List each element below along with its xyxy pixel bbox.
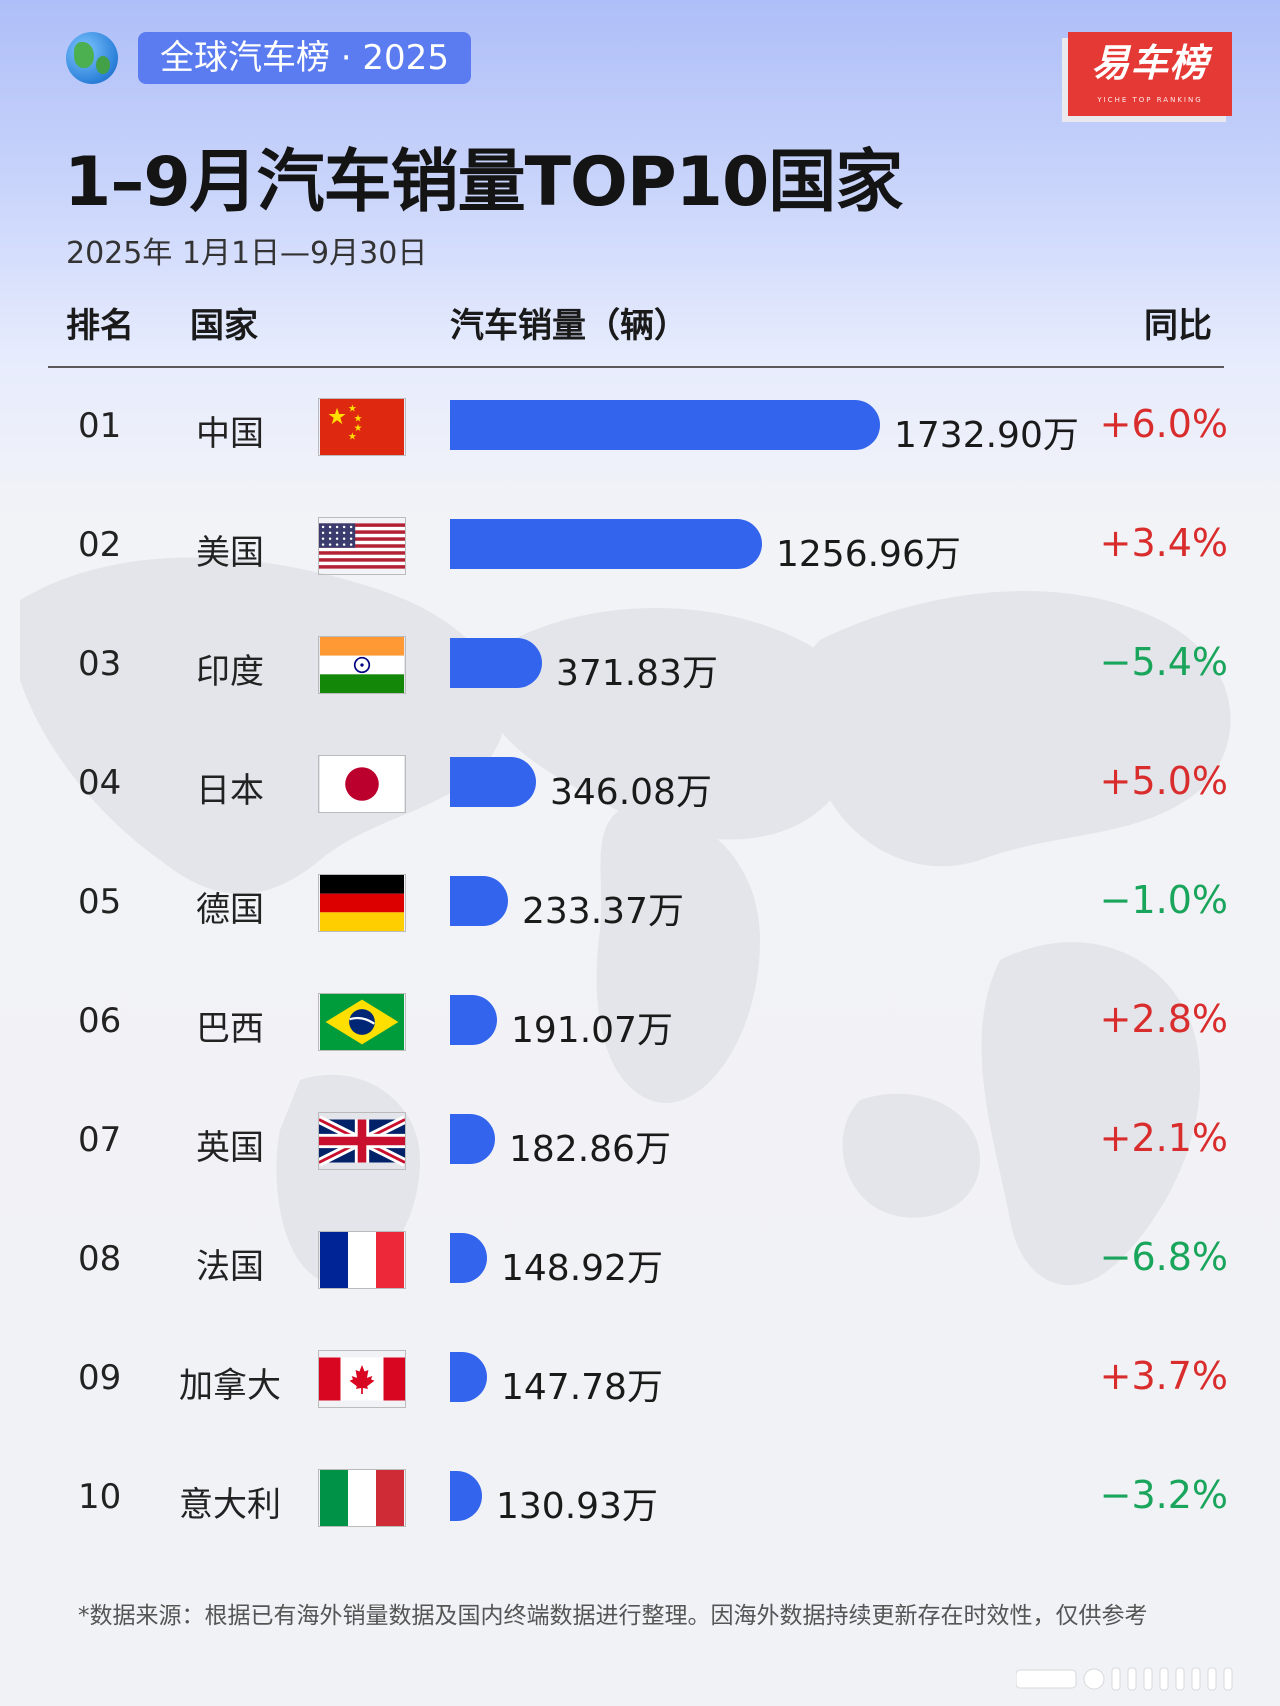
svg-text:★: ★ xyxy=(348,404,357,415)
ranking-row: 09 加拿大 147.78万 +3.7% xyxy=(0,1328,1280,1438)
rank-number: 04 xyxy=(78,763,122,803)
ranking-row: 10 意大利 130.93万 −3.2% xyxy=(0,1447,1280,1557)
country-name: 美国 xyxy=(196,533,264,573)
rank-number: 07 xyxy=(78,1120,122,1160)
yoy-change: +3.4% xyxy=(1099,521,1228,565)
sales-bar xyxy=(450,1352,487,1402)
yoy-change: −3.2% xyxy=(1099,1473,1228,1517)
header-divider xyxy=(48,366,1224,368)
sales-value-label: 1256.96万 xyxy=(776,534,961,575)
svg-text:★: ★ xyxy=(348,432,357,443)
country-name: 德国 xyxy=(196,890,264,930)
sales-value-label: 233.37万 xyxy=(522,891,684,932)
yoy-change: −1.0% xyxy=(1099,878,1228,922)
brand-logo: 易车榜 YICHE TOP RANKING xyxy=(1068,32,1232,116)
sales-value-label: 346.08万 xyxy=(550,772,712,813)
country-name: 加拿大 xyxy=(179,1366,281,1406)
footnote: *数据来源：根据已有海外销量数据及国内终端数据进行整理。因海外数据持续更新存在时… xyxy=(78,1603,1148,1629)
ranking-row: 04 日本 346.08万 +5.0% xyxy=(0,733,1280,843)
column-header-sales: 汽车销量（辆） xyxy=(450,306,688,346)
ranking-tag: 全球汽车榜 · 2025 xyxy=(138,32,471,84)
yoy-change: +6.0% xyxy=(1099,402,1228,446)
svg-text:★: ★ xyxy=(354,413,363,424)
svg-text:★: ★ xyxy=(327,404,347,430)
rank-number: 03 xyxy=(78,644,122,684)
germany-flag xyxy=(318,874,406,932)
sales-value-label: 182.86万 xyxy=(509,1129,671,1170)
canada-flag xyxy=(318,1350,406,1408)
sales-value-label: 1732.90万 xyxy=(894,415,1079,456)
france-flag xyxy=(318,1231,406,1289)
ranking-row: 02 美国 1256.96万 +3.4% xyxy=(0,495,1280,605)
rank-number: 08 xyxy=(78,1239,122,1279)
brand-subtitle: YICHE TOP RANKING xyxy=(1097,96,1203,104)
italy-flag xyxy=(318,1469,406,1527)
ranking-row: 05 德国 233.37万 −1.0% xyxy=(0,852,1280,962)
yoy-change: +5.0% xyxy=(1099,759,1228,803)
globe-icon xyxy=(66,32,118,84)
yoy-change: −5.4% xyxy=(1099,640,1228,684)
yoy-change: +3.7% xyxy=(1099,1354,1228,1398)
svg-text:★: ★ xyxy=(354,423,363,434)
sales-bar xyxy=(450,1114,495,1164)
country-name: 巴西 xyxy=(196,1009,264,1049)
uk-flag xyxy=(318,1112,406,1170)
ranking-row: 01 中国 ★ ★ ★ ★ ★ 1732.90万 +6.0% xyxy=(0,376,1280,486)
rank-number: 06 xyxy=(78,1001,122,1041)
date-range: 2025年 1月1日—9月30日 xyxy=(66,236,428,271)
ranking-row: 07 英国 182.86万 +2.1% xyxy=(0,1090,1280,1200)
column-header-country: 国家 xyxy=(190,306,258,346)
country-name: 法国 xyxy=(196,1247,264,1287)
usa-flag xyxy=(318,517,406,575)
sales-bar xyxy=(450,638,542,688)
chart-title: 1–9月汽车销量TOP10国家 xyxy=(64,143,903,222)
watermark-glyphs xyxy=(1016,1667,1233,1691)
china-flag: ★ ★ ★ ★ ★ xyxy=(318,398,406,456)
brazil-flag xyxy=(318,993,406,1051)
sales-value-label: 371.83万 xyxy=(556,653,718,694)
yoy-change: −6.8% xyxy=(1099,1235,1228,1279)
ranking-row: 03 印度 371.83万 −5.4% xyxy=(0,614,1280,724)
sales-value-label: 130.93万 xyxy=(496,1486,658,1527)
rank-number: 10 xyxy=(78,1477,122,1517)
country-name: 意大利 xyxy=(179,1485,281,1525)
brand-name: 易车榜 xyxy=(1091,41,1209,85)
country-name: 英国 xyxy=(196,1128,264,1168)
rank-number: 02 xyxy=(78,525,122,565)
sales-value-label: 191.07万 xyxy=(511,1010,673,1051)
ranking-row: 06 巴西 191.07万 +2.8% xyxy=(0,971,1280,1081)
sales-bar xyxy=(450,757,536,807)
sales-bar xyxy=(450,1471,482,1521)
sales-bar xyxy=(450,995,497,1045)
sales-value-label: 148.92万 xyxy=(501,1248,663,1289)
sales-bar xyxy=(450,1233,487,1283)
column-header-rank: 排名 xyxy=(66,306,134,346)
country-name: 印度 xyxy=(196,652,264,692)
sales-bar xyxy=(450,876,508,926)
yoy-change: +2.1% xyxy=(1099,1116,1228,1160)
country-name: 中国 xyxy=(196,414,264,454)
sales-bar xyxy=(450,519,762,569)
column-header-yoy: 同比 xyxy=(1144,306,1212,346)
ranking-row: 08 法国 148.92万 −6.8% xyxy=(0,1209,1280,1319)
rank-number: 05 xyxy=(78,882,122,922)
india-flag xyxy=(318,636,406,694)
rank-number: 09 xyxy=(78,1358,122,1398)
sales-value-label: 147.78万 xyxy=(501,1367,663,1408)
japan-flag xyxy=(318,755,406,813)
yoy-change: +2.8% xyxy=(1099,997,1228,1041)
sales-bar xyxy=(450,400,880,450)
rank-number: 01 xyxy=(78,406,122,446)
country-name: 日本 xyxy=(196,771,264,811)
